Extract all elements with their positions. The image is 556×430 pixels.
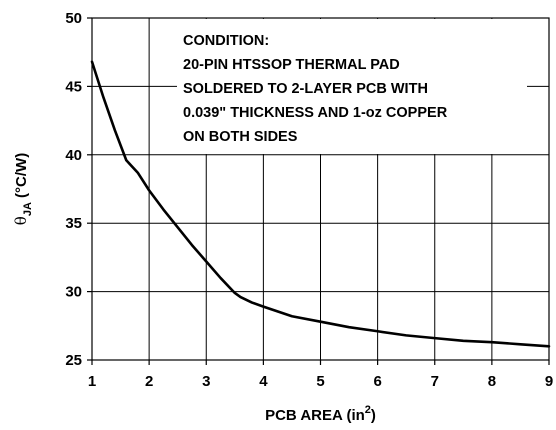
annotation-line: 0.039" THICKNESS AND 1-oz COPPER bbox=[183, 105, 448, 121]
y-axis-title-subscript: JA bbox=[22, 202, 34, 216]
x-tick-label: 4 bbox=[259, 373, 268, 390]
annotation-background bbox=[177, 19, 527, 154]
y-axis-title-symbol: θ bbox=[12, 216, 30, 225]
x-tick-label: 1 bbox=[88, 373, 96, 390]
y-tick-label: 50 bbox=[65, 10, 82, 27]
x-axis-title-main: PCB AREA (in bbox=[265, 407, 365, 424]
plot-frame bbox=[91, 17, 550, 361]
annotation-line: SOLDERED TO 2-LAYER PCB WITH bbox=[183, 81, 428, 97]
annotation-line: ON BOTH SIDES bbox=[183, 129, 298, 145]
x-tick-label: 2 bbox=[145, 373, 153, 390]
y-tick-label: 30 bbox=[65, 284, 82, 301]
y-tick-labels: 25 30 35 40 45 50 bbox=[65, 10, 82, 369]
y-tick-label: 40 bbox=[65, 147, 82, 164]
annotation-box: CONDITION: 20-PIN HTSSOP THERMAL PAD SOLDE… bbox=[177, 19, 527, 154]
x-axis-title-end: ) bbox=[371, 407, 376, 424]
x-tick-label: 5 bbox=[316, 373, 324, 390]
x-axis-title: PCB AREA (in2) bbox=[265, 404, 376, 424]
x-tick-label: 8 bbox=[488, 373, 496, 390]
x-tick-label: 3 bbox=[202, 373, 210, 390]
annotation-text: CONDITION: 20-PIN HTSSOP THERMAL PAD SOLDE… bbox=[183, 33, 448, 145]
y-tick-label: 45 bbox=[65, 78, 82, 95]
y-axis-title-units: (°C/W) bbox=[13, 153, 30, 202]
y-tick-label: 35 bbox=[65, 215, 82, 232]
annotation-line: CONDITION: bbox=[183, 33, 269, 49]
x-tick-labels: 1 2 3 4 5 6 7 8 9 bbox=[88, 373, 553, 390]
annotation-line: 20-PIN HTSSOP THERMAL PAD bbox=[183, 57, 400, 73]
x-tick-label: 9 bbox=[545, 373, 553, 390]
y-axis-title: θJA (°C/W) bbox=[12, 153, 34, 225]
y-tick-label: 25 bbox=[65, 352, 82, 369]
series-line bbox=[90, 60, 551, 348]
x-axis-title-superscript: 2 bbox=[365, 404, 371, 416]
x-tick-label: 7 bbox=[431, 373, 439, 390]
x-tick-label: 6 bbox=[373, 373, 381, 390]
